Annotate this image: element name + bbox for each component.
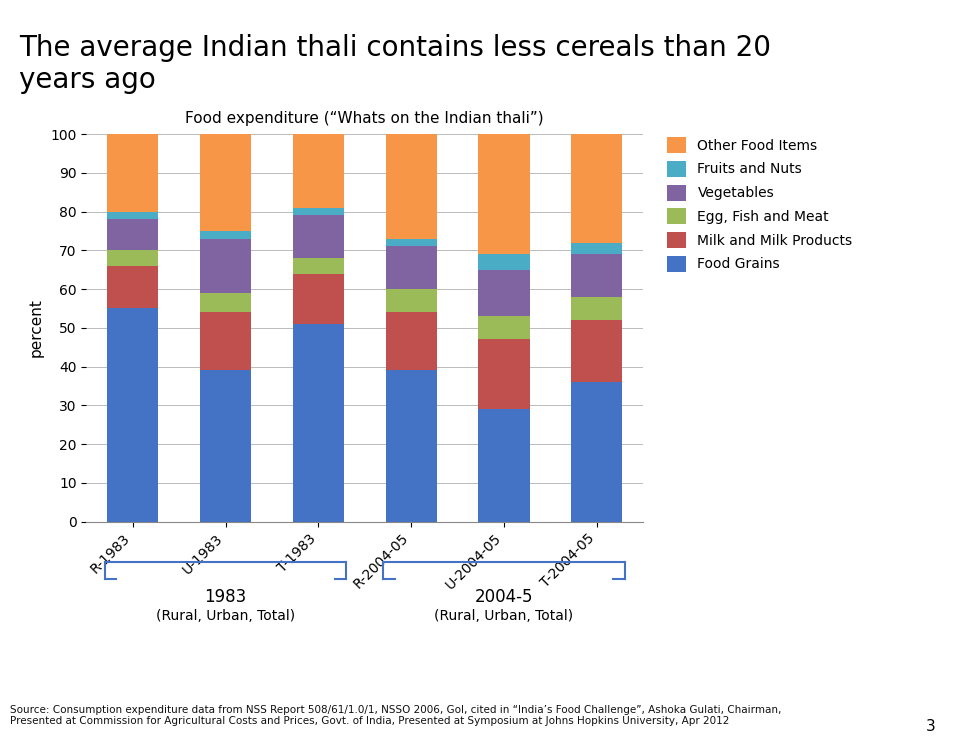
Bar [108,250,158,266]
Bar [108,134,158,212]
Y-axis label: percent: percent [29,298,43,358]
Text: 3: 3 [926,719,936,734]
Bar [293,215,344,258]
Bar [108,212,158,219]
Text: 1983: 1983 [204,588,247,606]
Bar [571,134,622,243]
Bar [200,370,252,522]
Bar [386,289,437,312]
Text: (Rural, Urban, Total): (Rural, Urban, Total) [435,609,573,623]
Text: Source: Consumption expenditure data from NSS Report 508/61/1.0/1, NSSO 2006, Go: Source: Consumption expenditure data fro… [10,705,781,726]
Bar [571,297,622,320]
Bar [108,219,158,250]
Bar [478,340,530,409]
Bar [571,243,622,254]
Bar [200,238,252,293]
Bar [293,273,344,324]
Bar [200,312,252,370]
Bar [293,134,344,208]
Bar [386,247,437,289]
Bar [571,254,622,297]
Bar [200,231,252,238]
Bar [293,208,344,215]
Bar [386,370,437,522]
Title: Food expenditure (“Whats on the Indian thali”): Food expenditure (“Whats on the Indian t… [185,111,544,126]
Bar [386,238,437,247]
Text: 2004-5: 2004-5 [475,588,533,606]
Bar [478,270,530,316]
Bar [478,254,530,270]
Bar [478,409,530,522]
Bar [293,258,344,273]
Text: (Rural, Urban, Total): (Rural, Urban, Total) [156,609,295,623]
Bar [571,320,622,382]
Bar [571,382,622,522]
Bar [478,134,530,254]
Bar [200,134,252,231]
Bar [108,266,158,308]
Legend: Other Food Items, Fruits and Nuts, Vegetables, Egg, Fish and Meat, Milk and Milk: Other Food Items, Fruits and Nuts, Veget… [667,137,852,272]
Text: The average Indian thali contains less cereals than 20
years ago: The average Indian thali contains less c… [19,34,771,94]
Bar [478,316,530,340]
Bar [386,134,437,238]
Bar [293,324,344,522]
Bar [386,312,437,370]
Bar [108,308,158,522]
Bar [200,293,252,312]
